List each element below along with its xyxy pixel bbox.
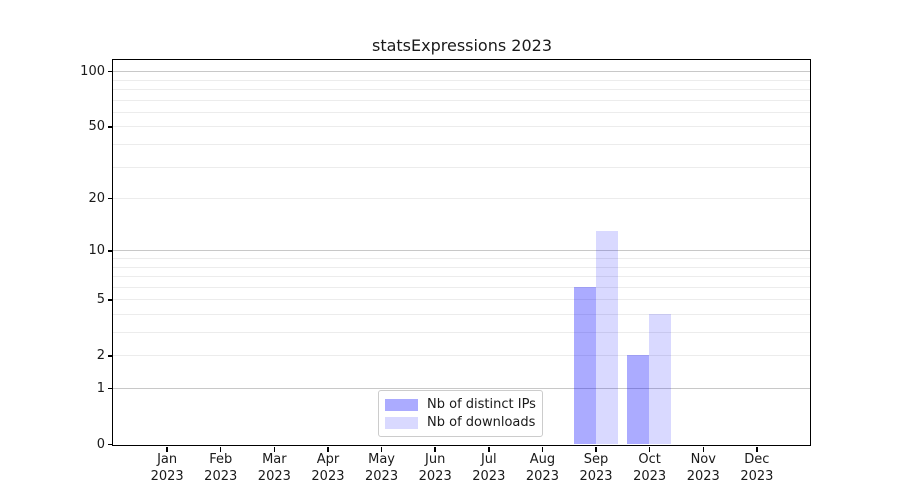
gridline-y-8 [113, 266, 810, 268]
gridline-y-70 [113, 99, 810, 101]
gridline-y-60 [113, 111, 810, 113]
y-tick-20 [108, 197, 113, 200]
legend: Nb of distinct IPs Nb of downloads [378, 390, 543, 437]
legend-swatch-downloads [385, 416, 418, 429]
y-tick-1 [108, 387, 113, 390]
gridline-y-100 [113, 71, 810, 73]
gridline-y-5 [113, 299, 810, 301]
gridline-y-10 [113, 250, 810, 252]
legend-label-distinct-ips: Nb of distinct IPs [427, 397, 536, 412]
x-tick-year-mar: 2023 [257, 469, 291, 484]
y-tick-label-1: 1 [96, 380, 105, 396]
gridline-y-40 [113, 144, 810, 145]
bar-nb-of-downloads-oct [649, 313, 672, 444]
x-tick-label-jun: Jun 2023 [405, 451, 465, 485]
gridline-y-4 [113, 313, 810, 315]
y-tick-0 [108, 443, 113, 446]
y-tick-label-20: 20 [88, 190, 105, 206]
gridline-y-80 [113, 89, 810, 90]
chart-title: statsExpressions 2023 [371, 36, 552, 55]
x-tick-label-aug: Aug 2023 [512, 451, 572, 485]
gridline-y-9 [113, 257, 810, 259]
x-tick-label-may: May 2023 [352, 451, 412, 485]
x-tick-year-sep: 2023 [579, 469, 613, 484]
gridline-y-20 [113, 198, 810, 200]
x-tick-mar [273, 447, 276, 452]
x-tick-feb [219, 447, 222, 452]
x-tick-sep [595, 447, 597, 452]
y-tick-label-2: 2 [96, 347, 105, 363]
x-tick-apr [327, 447, 329, 452]
gridline-y-1 [113, 388, 810, 389]
x-tick-month-may: May [368, 452, 395, 467]
x-tick-label-sep: Sep 2023 [566, 451, 626, 485]
x-tick-year-dec: 2023 [740, 469, 774, 484]
x-tick-year-jun: 2023 [418, 469, 452, 484]
x-tick-year-aug: 2023 [525, 469, 559, 484]
x-tick-label-apr: Apr 2023 [298, 451, 358, 485]
x-tick-month-aug: Aug [529, 452, 556, 467]
x-tick-oct [648, 447, 651, 452]
gridline-y-2 [113, 355, 810, 357]
gridline-y-30 [113, 166, 810, 168]
y-tick-label-5: 5 [96, 291, 105, 307]
x-tick-jun [434, 447, 436, 452]
y-tick-label-0: 0 [96, 436, 105, 452]
x-tick-month-oct: Oct [638, 452, 661, 467]
x-tick-label-dec: Dec 2023 [727, 451, 787, 485]
x-tick-year-may: 2023 [365, 469, 399, 484]
gridline-y-3 [113, 332, 810, 333]
x-tick-label-jan: Jan 2023 [137, 451, 197, 485]
y-tick-10 [108, 250, 113, 252]
gridline-y-50 [113, 126, 810, 128]
x-tick-label-mar: Mar 2023 [244, 451, 304, 485]
x-tick-month-nov: Nov [690, 452, 716, 467]
x-tick-dec [756, 447, 758, 452]
x-tick-label-nov: Nov 2023 [673, 451, 733, 485]
x-tick-month-jul: Jul [480, 452, 497, 467]
x-tick-month-sep: Sep [583, 452, 609, 467]
x-tick-jul [488, 447, 490, 452]
x-tick-month-jun: Jun [425, 452, 446, 467]
bar-nb-of-distinct-ips-oct [627, 355, 650, 444]
x-tick-year-jul: 2023 [472, 469, 506, 484]
x-tick-label-jul: Jul 2023 [459, 451, 519, 485]
x-tick-month-apr: Apr [316, 452, 340, 467]
y-tick-50 [108, 126, 113, 128]
plot-area [112, 59, 811, 446]
x-tick-year-feb: 2023 [204, 469, 238, 484]
x-tick-month-jan: Jan [157, 452, 178, 467]
bar-nb-of-downloads-sep [595, 230, 618, 444]
gridline-y-7 [113, 276, 810, 278]
y-tick-100 [108, 70, 113, 73]
y-tick-label-10: 10 [88, 242, 105, 258]
x-tick-month-feb: Feb [209, 452, 233, 467]
y-tick-label-50: 50 [88, 118, 105, 134]
x-tick-label-feb: Feb 2023 [191, 451, 251, 485]
legend-swatch-distinct-ips [385, 398, 418, 411]
x-tick-nov [702, 447, 705, 452]
x-tick-year-apr: 2023 [311, 469, 345, 484]
x-tick-year-nov: 2023 [686, 469, 720, 484]
gridline-y-90 [113, 79, 810, 81]
legend-item-downloads: Nb of downloads [385, 415, 536, 430]
x-tick-aug [541, 447, 544, 452]
legend-item-distinct-ips: Nb of distinct IPs [385, 397, 536, 412]
x-tick-year-oct: 2023 [633, 469, 667, 484]
x-tick-month-mar: Mar [262, 452, 287, 467]
x-tick-month-dec: Dec [744, 452, 770, 467]
x-tick-year-jan: 2023 [150, 469, 184, 484]
legend-label-downloads: Nb of downloads [427, 415, 536, 430]
y-tick-label-100: 100 [80, 63, 105, 79]
bar-nb-of-distinct-ips-sep [573, 286, 596, 444]
gridline-y-6 [113, 286, 810, 288]
y-tick-5 [108, 299, 113, 301]
x-tick-jan [166, 447, 168, 452]
x-tick-may [380, 447, 383, 452]
y-tick-2 [108, 355, 113, 357]
x-tick-label-oct: Oct 2023 [620, 451, 680, 485]
